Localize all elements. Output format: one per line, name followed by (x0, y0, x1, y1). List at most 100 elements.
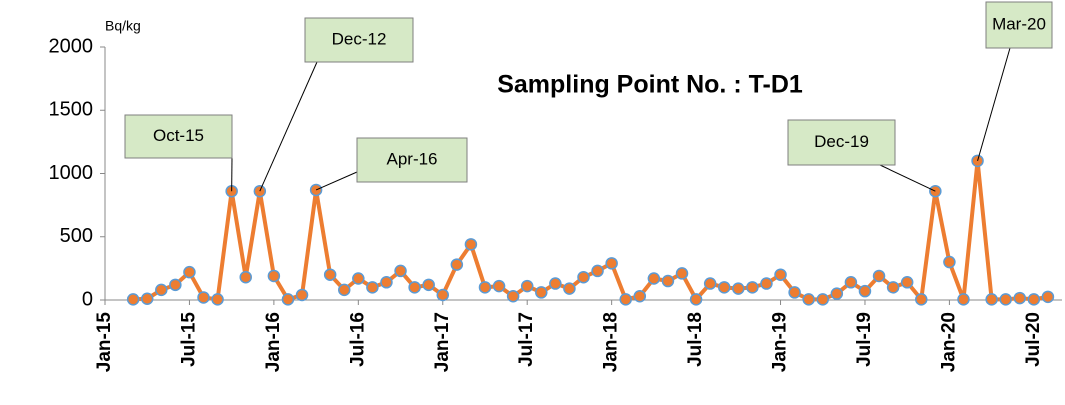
data-point (788, 286, 801, 299)
data-point (197, 291, 210, 304)
data-point (661, 274, 675, 288)
data-point (394, 264, 407, 278)
x-tick-label: Jul-17 (516, 312, 537, 367)
data-point (1013, 291, 1027, 305)
annotation: Dec-12 (259, 17, 414, 192)
data-point (380, 276, 393, 289)
data-point (619, 293, 632, 306)
data-point (816, 293, 829, 306)
data-point (267, 269, 281, 283)
annotation-text: Mar-20 (992, 14, 1046, 33)
x-tick-label: Jul-19 (854, 312, 875, 367)
data-point (352, 272, 365, 285)
x-tick-label: Jan-16 (263, 312, 284, 372)
data-point (126, 293, 140, 306)
data-point (323, 268, 337, 281)
data-point (549, 277, 562, 290)
leader-line (315, 171, 358, 191)
annotation-text: Oct-15 (153, 126, 204, 145)
data-point (647, 272, 661, 285)
data-point (520, 279, 534, 293)
data-point (858, 284, 872, 298)
data-point (183, 265, 196, 279)
annotation-box (787, 119, 896, 166)
data-point (915, 293, 928, 306)
leader-line (879, 164, 936, 192)
x-tick-label: Jul-15 (178, 312, 199, 367)
chart-title: Sampling Point No. : T-D1 (497, 71, 803, 99)
data-point (464, 238, 478, 251)
data-point (239, 270, 252, 284)
data-point (886, 281, 900, 294)
data-point (703, 277, 717, 290)
data-point (943, 255, 956, 269)
data-point (675, 267, 689, 280)
x-tick-label: Jan-20 (938, 312, 959, 372)
data-point (900, 276, 914, 289)
data-point (169, 278, 182, 292)
data-point (633, 289, 647, 303)
data-point (535, 286, 548, 299)
data-point (591, 264, 604, 278)
data-point (1027, 293, 1041, 306)
x-tick-label: Jan-15 (94, 312, 115, 373)
annotation-box (356, 137, 468, 183)
leader-line (259, 61, 318, 192)
data-point (605, 257, 618, 270)
data-point (802, 293, 815, 306)
data-point (478, 281, 492, 294)
y-tick-label: 500 (60, 225, 93, 247)
data-point (366, 281, 379, 294)
annotation-box (985, 1, 1053, 49)
x-tick-label: Jan-19 (770, 312, 791, 372)
data-point (338, 283, 351, 297)
y-tick-label: 1000 (49, 162, 94, 184)
data-point (1041, 290, 1055, 304)
y-tick-label: 0 (82, 288, 93, 310)
annotation: Apr-16 (315, 137, 468, 191)
data-point (408, 281, 421, 294)
x-tick-label: Jul-16 (347, 312, 368, 367)
x-tick-label: Jan-17 (432, 312, 453, 372)
data-point (760, 277, 773, 290)
data-point (422, 278, 435, 292)
data-point (563, 282, 576, 295)
annotation: Mar-20 (977, 1, 1053, 161)
data-point (746, 281, 759, 294)
data-point (295, 288, 309, 302)
y-tick-label: 1500 (49, 99, 94, 121)
data-point (732, 282, 745, 295)
annotation-box (124, 114, 233, 159)
data-point (492, 279, 506, 293)
data-point (872, 269, 886, 283)
data-point (774, 268, 787, 281)
annotation-text: Dec-19 (814, 132, 869, 151)
annotation: Oct-15 (124, 114, 233, 192)
y-axis-label: Bq/kg (105, 18, 141, 34)
x-tick-label: Jan-18 (601, 312, 622, 372)
x-tick-label: Jul-18 (685, 312, 706, 367)
data-point (689, 293, 703, 306)
data-point (436, 288, 450, 302)
data-point (999, 293, 1012, 306)
data-point (211, 293, 224, 306)
y-tick-label: 2000 (49, 35, 94, 57)
annotation-text: Dec-12 (332, 29, 387, 48)
x-tick-label: Jul-20 (1023, 312, 1044, 367)
data-point (506, 289, 520, 303)
data-point (957, 293, 970, 306)
data-point (450, 258, 464, 271)
annotation: Dec-19 (787, 119, 936, 192)
data-point (281, 293, 295, 306)
data-point (140, 292, 154, 305)
data-point (844, 276, 858, 289)
data-point (155, 283, 168, 297)
leader-line (977, 47, 1011, 161)
data-point (577, 270, 590, 284)
data-point (717, 281, 731, 294)
data-point (985, 293, 998, 306)
data-point (830, 287, 844, 300)
annotation-box (304, 17, 414, 63)
annotation-text: Apr-16 (386, 149, 437, 168)
